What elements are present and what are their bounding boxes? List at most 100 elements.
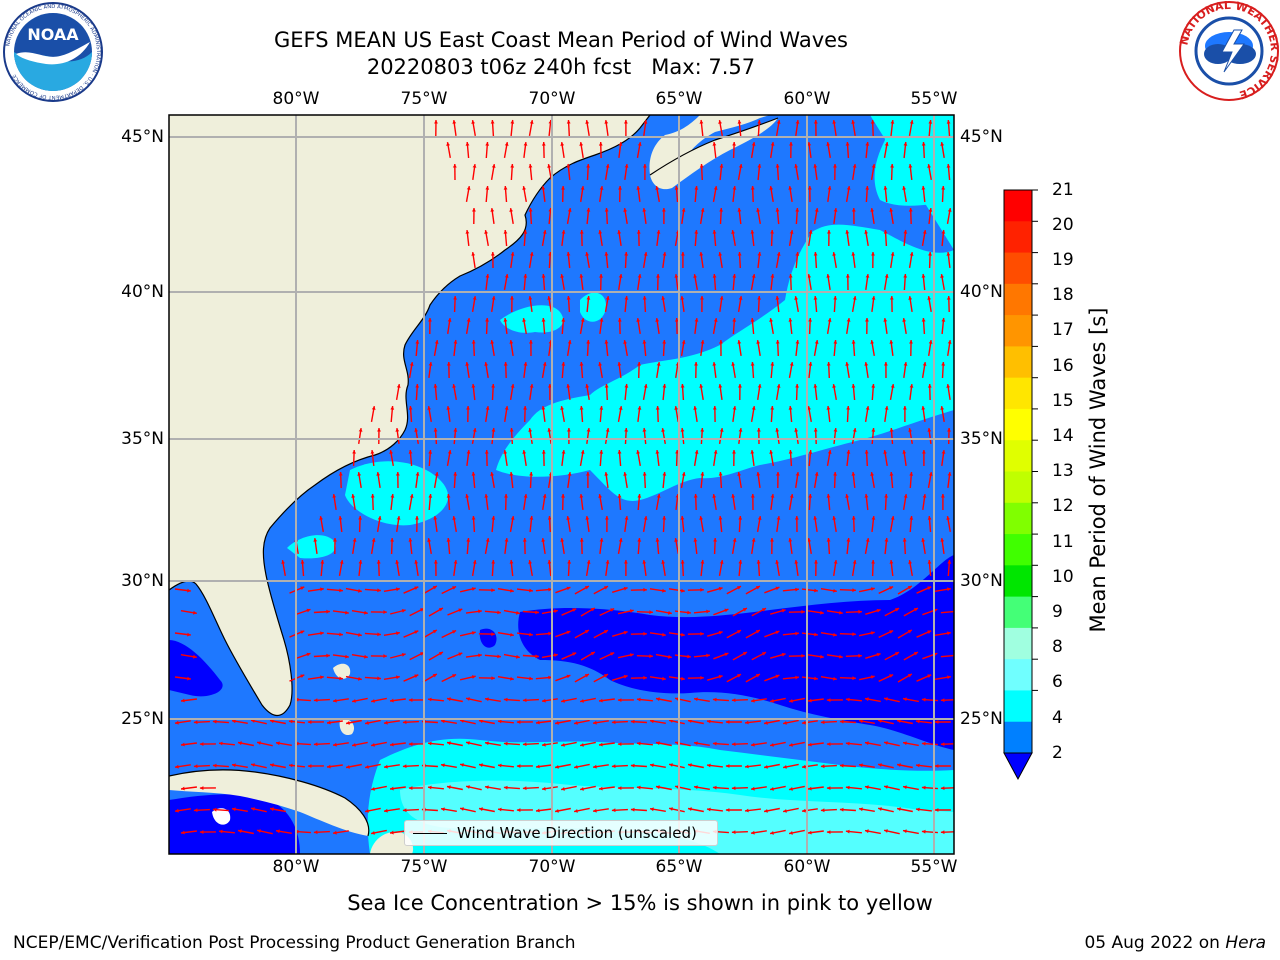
wind-wave-arrowhead	[629, 609, 634, 613]
wind-wave-arrowhead	[871, 164, 876, 168]
wind-wave-arrowhead	[770, 494, 775, 498]
colorbar-tick-label: 14	[1052, 426, 1074, 446]
wind-wave-arrowhead	[662, 208, 666, 212]
wind-wave-arrowhead	[826, 742, 831, 746]
colorbar-segment	[1004, 565, 1032, 598]
wind-wave-arrowhead	[940, 538, 945, 542]
wind-wave-arrowhead	[833, 472, 837, 476]
wind-wave-arrowhead	[605, 296, 610, 300]
wind-wave-arrowhead	[604, 208, 609, 212]
wind-wave-arrowhead	[452, 586, 457, 590]
wind-wave-arrowhead	[447, 318, 452, 322]
wind-wave-arrowhead	[491, 428, 496, 432]
wind-wave-arrowhead	[745, 808, 749, 813]
wind-wave-arrowhead	[371, 538, 376, 542]
wind-wave-arrowhead	[586, 428, 591, 432]
wind-wave-arrowhead	[756, 340, 761, 344]
wind-wave-arrowhead	[333, 742, 337, 747]
wind-wave-arrowhead	[471, 252, 476, 256]
wind-wave-arrowhead	[510, 164, 515, 168]
wind-wave-arrowhead	[623, 340, 627, 344]
wind-wave-arrowhead	[851, 252, 856, 256]
wind-wave-arrowhead	[529, 252, 534, 256]
wind-wave-arrowhead	[737, 252, 742, 256]
wind-wave-arrowhead	[471, 384, 476, 388]
wind-wave-arrowhead	[719, 560, 724, 564]
wind-wave-arrowhead	[712, 406, 717, 410]
wind-wave-arrowhead	[560, 274, 564, 278]
wind-wave-arrowhead	[175, 808, 179, 813]
wind-wave-arrowhead	[859, 807, 863, 812]
wind-wave-arrowhead	[827, 186, 832, 190]
wind-wave-arrowhead	[327, 720, 331, 725]
wind-wave-arrowhead	[352, 699, 356, 703]
wind-wave-arrowhead	[193, 764, 198, 769]
wind-wave-arrowhead	[820, 720, 825, 725]
land-cuba	[169, 769, 369, 836]
wind-wave-arrowhead	[751, 742, 755, 747]
wind-wave-arrowhead	[813, 120, 818, 124]
wind-wave-arrowhead	[669, 719, 673, 723]
wind-wave-arrowhead	[637, 494, 642, 498]
wind-wave-arrowhead	[921, 318, 926, 322]
wind-wave-arrowhead	[510, 516, 515, 520]
noaa-wordmark: NOAA	[27, 25, 79, 44]
wave-period-zone-4-6-patch	[345, 461, 449, 526]
wind-wave-arrowhead	[947, 560, 952, 564]
lon-label-bottom: 70°W	[528, 857, 576, 877]
wind-wave-arrowhead	[402, 720, 407, 725]
wind-wave-arrowhead	[617, 698, 622, 702]
wind-wave-arrowhead	[700, 428, 705, 432]
wind-wave-arrowhead	[580, 186, 585, 190]
wind-wave-arrowhead	[876, 608, 881, 613]
wind-wave-arrowhead	[371, 406, 376, 410]
wind-wave-arrowhead	[446, 494, 451, 498]
wind-wave-arrowhead	[694, 230, 699, 234]
wind-wave-arrowhead	[611, 720, 616, 725]
wind-wave-arrowhead	[491, 560, 496, 564]
wind-wave-arrowhead	[187, 632, 191, 637]
wind-wave-arrowhead	[446, 142, 450, 146]
wind-wave-arrowhead	[610, 652, 615, 656]
wind-wave-arrowhead	[712, 362, 717, 366]
wind-wave-arrowhead	[509, 340, 514, 344]
wind-wave-arrowhead	[706, 653, 710, 658]
wind-wave-arrowhead	[642, 560, 647, 564]
wind-wave-arrowhead	[909, 120, 914, 124]
colorbar-tick-label: 18	[1052, 285, 1074, 305]
wind-wave-arrowhead	[212, 719, 217, 724]
wind-wave-arrowhead	[484, 450, 489, 454]
wind-wave-arrowhead	[446, 538, 451, 542]
wind-wave-arrowhead	[921, 785, 926, 790]
wind-wave-arrowhead	[599, 742, 603, 747]
wind-wave-arrowhead	[846, 450, 851, 454]
wind-wave-arrowhead	[504, 274, 509, 278]
wind-wave-arrowhead	[783, 721, 787, 725]
wind-wave-arrowhead	[833, 676, 837, 681]
land-hispaniola	[370, 831, 414, 854]
wind-wave-arrowhead	[864, 494, 869, 498]
wind-wave-arrowhead	[561, 318, 566, 322]
wind-wave-arrowhead	[566, 630, 571, 635]
wind-wave-arrowhead	[509, 472, 514, 476]
wind-wave-arrowhead	[737, 630, 741, 634]
chart-subtitle: 20220803 t06z 240h fcst Max: 7.57	[0, 55, 1122, 79]
wind-wave-arrowhead	[839, 654, 843, 659]
wind-wave-arrowhead	[300, 560, 305, 564]
wind-wave-arrowhead	[656, 741, 660, 746]
land-nova-scotia	[650, 118, 778, 190]
wind-wave-arrowhead	[712, 741, 717, 746]
wind-wave-arrowhead	[762, 608, 766, 612]
wind-wave-arrowhead	[662, 632, 666, 637]
wind-wave-arrowhead	[516, 654, 520, 659]
wind-wave-arrowhead	[903, 494, 908, 498]
wind-wave-arrowhead	[541, 406, 546, 410]
lon-label-top: 70°W	[528, 89, 576, 109]
wind-wave-arrowhead	[712, 494, 717, 498]
wind-wave-arrowhead	[827, 318, 832, 322]
wind-wave-arrowhead	[794, 428, 799, 432]
wind-wave-arrowhead	[289, 763, 293, 768]
wind-wave-arrowhead	[884, 362, 888, 366]
wind-wave-arrowhead	[326, 609, 330, 614]
wind-wave-arrowhead	[852, 296, 857, 300]
